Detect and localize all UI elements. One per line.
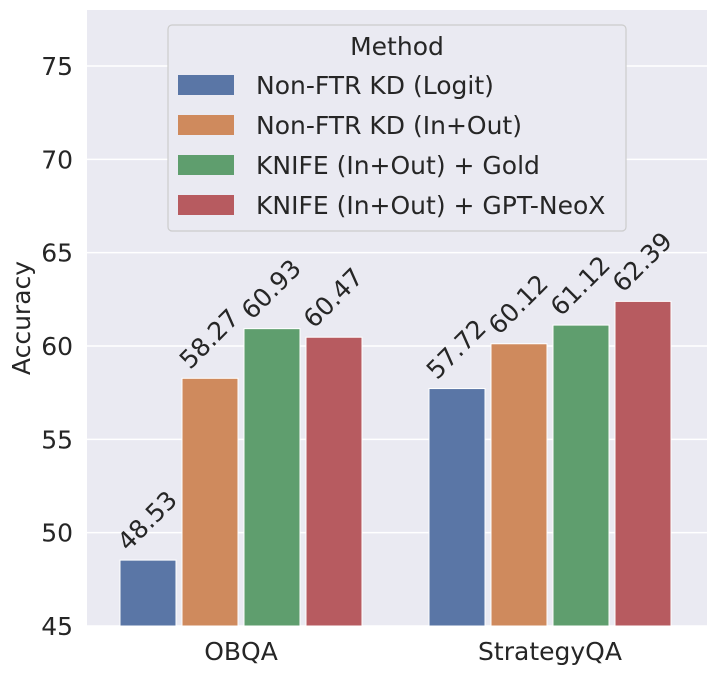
bar [428,388,486,627]
y-axis-ticks: 45 50 55 60 65 70 75 [41,52,73,641]
legend-label: Non-FTR KD (Logit) [256,71,494,100]
bar [305,336,363,627]
y-tick-label: 65 [41,239,73,268]
x-category-label: OBQA [204,637,278,666]
bar [181,377,239,627]
y-tick-label: 45 [41,612,73,641]
y-tick-label: 70 [41,145,73,174]
bar [490,343,548,627]
x-axis-categories: OBQA StrategyQA [204,637,622,666]
legend-title: Method [350,32,444,61]
legend-box [167,24,627,232]
x-category-label: StrategyQA [478,637,622,666]
y-axis-title: Accuracy [7,261,36,375]
legend-swatch [178,75,234,95]
y-tick-label: 55 [41,425,73,454]
legend-swatch [178,155,234,175]
bar [552,324,610,627]
legend-swatch [178,115,234,135]
legend-label: Non-FTR KD (In+Out) [256,111,522,140]
legend-items: Non-FTR KD (Logit) Non-FTR KD (In+Out) KNI… [178,71,605,220]
y-tick-label: 60 [41,332,73,361]
bar [243,328,301,627]
legend: Method Non-FTR KD (Logit) Non-FTR KD (In+… [167,24,627,232]
bar [119,559,177,627]
legend-label: KNIFE (In+Out) + GPT-NeoX [256,191,605,220]
y-tick-label: 75 [41,52,73,81]
bars [119,300,672,627]
legend-label: KNIFE (In+Out) + Gold [256,151,540,180]
y-tick-label: 50 [41,519,73,548]
legend-swatch [178,195,234,215]
bar [614,300,672,627]
